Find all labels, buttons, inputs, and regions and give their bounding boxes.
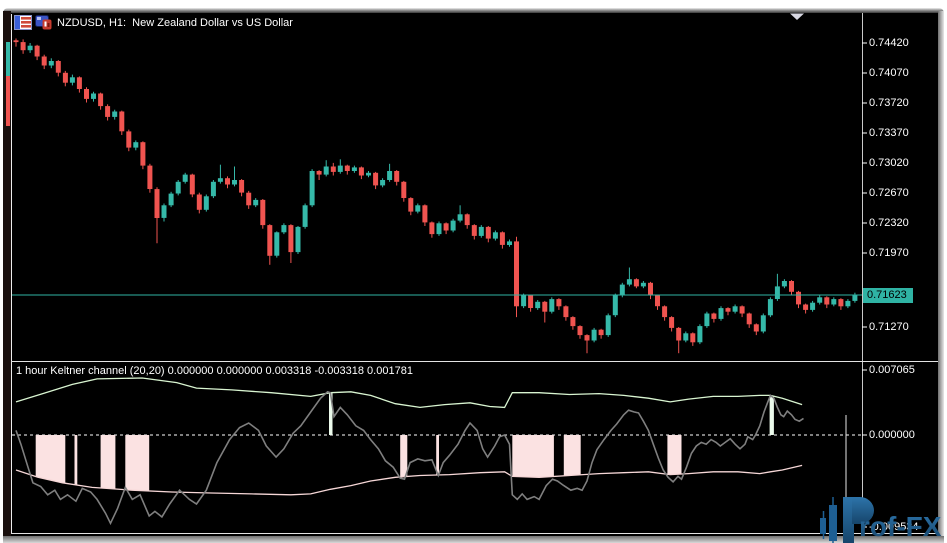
indicator-panel-splitter[interactable] xyxy=(11,361,938,362)
keltner-main-line xyxy=(15,390,804,526)
oversold-fill xyxy=(35,435,66,484)
price-axis-label: 0.73720 xyxy=(869,97,909,109)
oversold-fill xyxy=(667,435,682,475)
candlesticks xyxy=(13,38,858,354)
chart-title: NZDUSD, H1: New Zealand Dollar vs US Dol… xyxy=(57,17,293,29)
keltner-upper-band-line xyxy=(15,377,803,409)
window-background xyxy=(3,8,944,543)
oversold-fill xyxy=(400,435,408,477)
window-left-border xyxy=(3,11,11,543)
oversold-fill xyxy=(74,435,78,486)
window-bottom-bevel xyxy=(3,536,944,543)
price-axis-label: 0.72670 xyxy=(869,187,909,199)
price-axis-label: 0.71270 xyxy=(869,321,909,333)
price-axis-label: 0.73370 xyxy=(869,127,909,139)
chart-frame-left-line xyxy=(11,14,12,534)
price-axis-separator[interactable] xyxy=(862,13,863,534)
indicator-header: 1 hour Keltner channel (20,20) 0.000000 … xyxy=(16,365,413,377)
price-axis-ticks xyxy=(862,42,867,328)
price-axis-label: 0.72320 xyxy=(869,217,909,229)
price-axis-label: 0.73020 xyxy=(869,157,909,169)
indicator-axis-label: -0.009534 xyxy=(869,521,919,533)
window-top-bevel xyxy=(3,8,944,13)
price-axis-label: 0.71970 xyxy=(869,247,909,259)
price-axis-label: 0.74420 xyxy=(869,37,909,49)
indicator-axis-ticks xyxy=(862,369,867,528)
window-right-bevel xyxy=(938,11,944,543)
indicator-axis-label: 0.000000 xyxy=(869,429,915,441)
clipped-candles-behind-frame xyxy=(6,42,10,126)
oversold-fill xyxy=(125,435,150,491)
chart-shift-marker-icon[interactable] xyxy=(790,13,804,21)
candlestick-chart-icon[interactable] xyxy=(35,15,52,30)
oversold-fill xyxy=(436,435,439,475)
oversold-fill xyxy=(563,435,581,476)
oversold-fill xyxy=(100,435,116,489)
price-axis-label: 0.74070 xyxy=(869,67,909,79)
watermark-text-svg: rof-FX xyxy=(859,511,942,542)
oversold-fill xyxy=(512,435,554,478)
watermark-candlestick-logo-icon xyxy=(820,497,874,543)
prof-fx-watermark: rof-FX xyxy=(815,489,947,543)
chart-frame-bottom-line xyxy=(11,533,938,534)
overbought-fill xyxy=(769,395,774,435)
table-window-icon[interactable] xyxy=(14,15,32,30)
indicator-axis-label: 0.007065 xyxy=(869,364,915,376)
current-price-tag: 0.71623 xyxy=(863,288,913,303)
